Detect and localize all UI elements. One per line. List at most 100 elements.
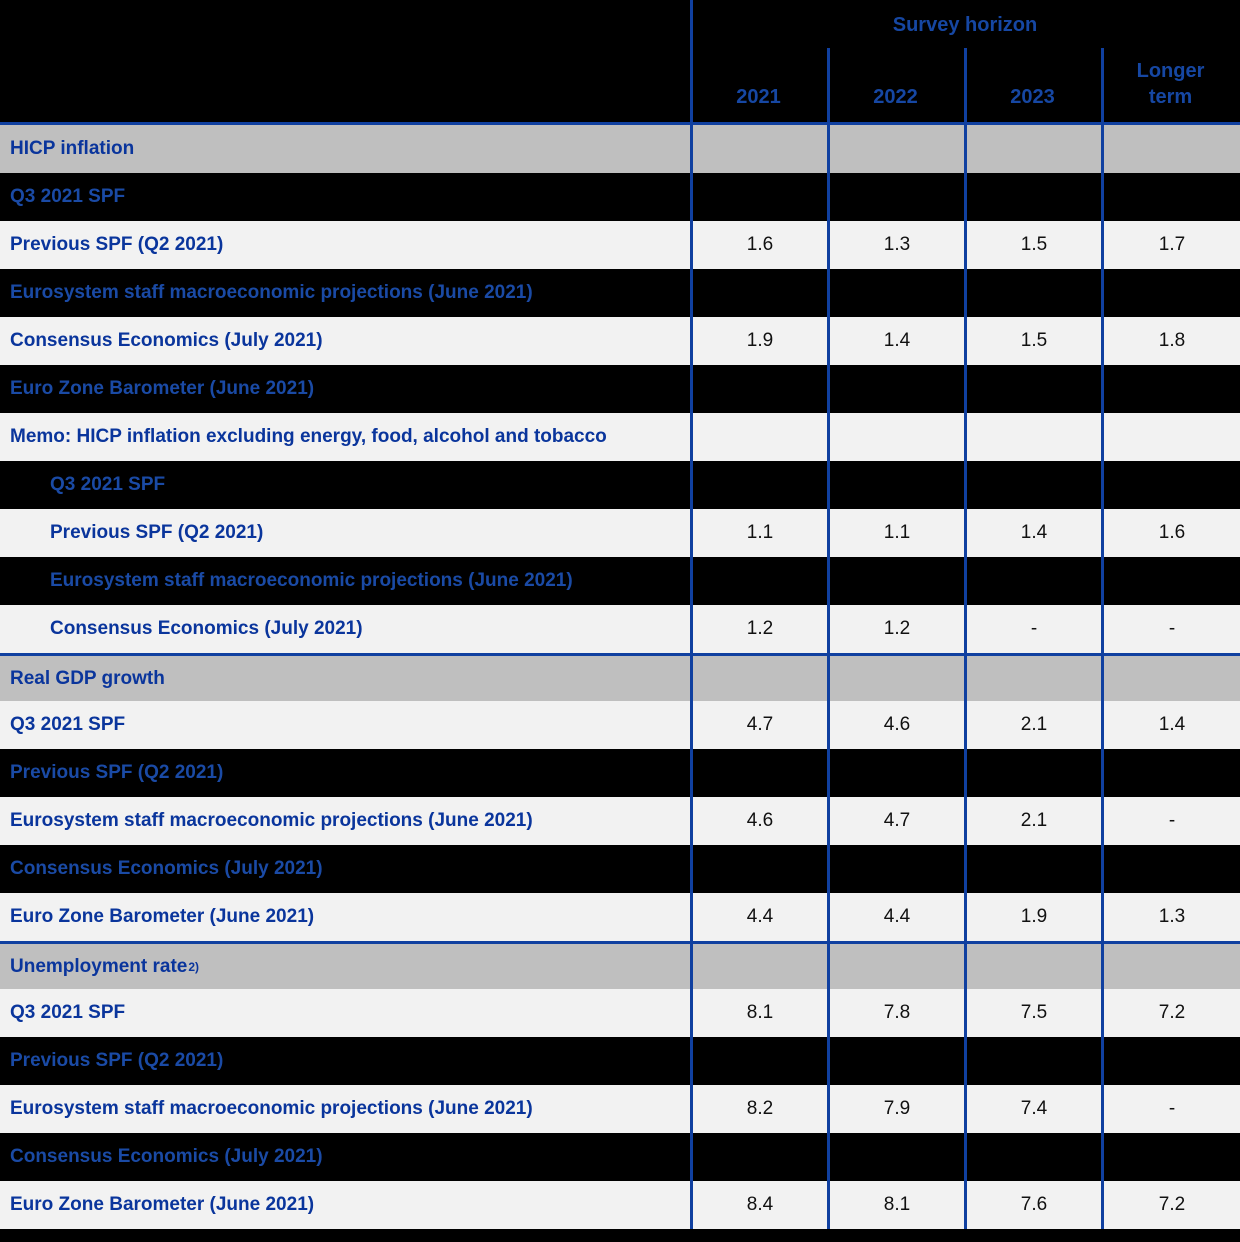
value-cell: [1101, 269, 1240, 317]
value-cell: -: [1101, 1085, 1240, 1133]
row-label: Q3 2021 SPF: [10, 1002, 126, 1023]
row-label: Q3 2021 SPF: [50, 474, 166, 495]
value-cell: [827, 656, 964, 701]
value-cell: 1.5: [964, 221, 1101, 269]
table-row: Previous SPF (Q2 2021): [0, 749, 1240, 797]
value-cell: [964, 125, 1101, 173]
value-cell: 8.2: [690, 1085, 827, 1133]
value-cell: 7.4: [964, 1085, 1101, 1133]
table-row: Previous SPF (Q2 2021) 1.6 1.3 1.5 1.7: [0, 221, 1240, 269]
value-cell: [1101, 461, 1240, 509]
row-label: Previous SPF (Q2 2021): [10, 762, 224, 783]
value-cell: [1101, 125, 1240, 173]
value-cell: [1101, 749, 1240, 797]
table-row: Euro Zone Barometer (June 2021) 8.4 8.1 7.6…: [0, 1181, 1240, 1229]
value-cell: 1.3: [1101, 893, 1240, 941]
value-cell: 1.2: [827, 605, 964, 653]
value-cell: [690, 461, 827, 509]
value-cell: [964, 413, 1101, 461]
value-cell: 1.9: [964, 893, 1101, 941]
value-cell: 1.3: [827, 221, 964, 269]
table-row: Previous SPF (Q2 2021) 1.1 1.1 1.4 1.6: [0, 509, 1240, 557]
value-cell: 1.2: [690, 605, 827, 653]
value-cell: [964, 749, 1101, 797]
section-label: HICP inflation: [10, 138, 135, 159]
value-cell: 2.1: [964, 797, 1101, 845]
value-cell: [964, 656, 1101, 701]
value-cell: 8.1: [690, 989, 827, 1037]
value-cell: [1101, 173, 1240, 221]
value-cell: 7.9: [827, 1085, 964, 1133]
value-cell: 4.7: [827, 797, 964, 845]
value-cell: [1101, 845, 1240, 893]
value-cell: [964, 461, 1101, 509]
value-cell: [827, 944, 964, 989]
value-cell: 1.6: [690, 221, 827, 269]
value-cell: [1101, 656, 1240, 701]
value-cell: 1.4: [964, 509, 1101, 557]
row-label: Consensus Economics (July 2021): [10, 330, 323, 351]
value-cell: 7.5: [964, 989, 1101, 1037]
value-cell: 1.6: [1101, 509, 1240, 557]
value-cell: 1.4: [827, 317, 964, 365]
column-header-2021: 2021: [736, 86, 781, 108]
value-cell: [690, 557, 827, 605]
table-row: Consensus Economics (July 2021) 1.2 1.2- -: [0, 605, 1240, 653]
value-cell: [690, 1037, 827, 1085]
row-label: Euro Zone Barometer (June 2021): [10, 378, 315, 399]
value-cell: [964, 944, 1101, 989]
row-label: Eurosystem staff macroeconomic projectio…: [10, 282, 533, 303]
value-cell: 4.6: [690, 797, 827, 845]
value-cell: [690, 125, 827, 173]
row-label: Q3 2021 SPF: [10, 714, 126, 735]
value-cell: -: [1101, 797, 1240, 845]
section-header-row: HICP inflation: [0, 125, 1240, 173]
row-label: Consensus Economics (July 2021): [10, 858, 323, 879]
value-cell: 7.2: [1101, 989, 1240, 1037]
value-cell: [964, 269, 1101, 317]
column-divider-line: [690, 0, 693, 125]
table-row: Eurosystem staff macroeconomic projectio…: [0, 1085, 1240, 1133]
value-cell: [1101, 944, 1240, 989]
value-cell: 4.4: [690, 893, 827, 941]
value-cell: 4.6: [827, 701, 964, 749]
value-cell: -: [1101, 605, 1240, 653]
column-header-2023: 2023: [1010, 86, 1055, 108]
table-row: Consensus Economics (July 2021) 1.9 1.4 1.5…: [0, 317, 1240, 365]
column-divider-line: [1101, 48, 1104, 125]
table-header: Survey horizon 2021 2022 2023 Longer ter…: [0, 0, 1240, 125]
table-row: Memo: HICP inflation excluding energy, f…: [0, 413, 1240, 461]
section-header-row: Real GDP growth: [0, 653, 1240, 701]
value-cell: [690, 749, 827, 797]
value-cell: [1101, 1037, 1240, 1085]
value-cell: [827, 269, 964, 317]
value-cell: [827, 1133, 964, 1181]
value-cell: -: [964, 605, 1101, 653]
column-divider-line: [827, 48, 830, 125]
value-cell: [827, 557, 964, 605]
table-row: Eurosystem staff macroeconomic projectio…: [0, 269, 1240, 317]
value-cell: 1.7: [1101, 221, 1240, 269]
value-cell: [690, 1133, 827, 1181]
value-cell: [690, 173, 827, 221]
column-header-row: 2021 2022 2023 Longer term: [690, 0, 1240, 122]
value-cell: [690, 845, 827, 893]
value-cell: [827, 125, 964, 173]
value-cell: 1.9: [690, 317, 827, 365]
value-cell: 7.6: [964, 1181, 1101, 1229]
table-row: Q3 2021 SPF: [0, 461, 1240, 509]
section-label: Real GDP growth: [10, 667, 165, 689]
value-cell: [827, 749, 964, 797]
value-cell: [827, 413, 964, 461]
value-cell: 2.1: [964, 701, 1101, 749]
value-cell: [690, 413, 827, 461]
value-cell: 1.5: [964, 317, 1101, 365]
row-label: Previous SPF (Q2 2021): [10, 234, 224, 255]
value-cell: 1.8: [1101, 317, 1240, 365]
value-cell: [964, 1133, 1101, 1181]
table-row: Q3 2021 SPF 8.1 7.8 7.5 7.2: [0, 989, 1240, 1037]
value-cell: [827, 461, 964, 509]
value-cell: 1.4: [1101, 701, 1240, 749]
row-label: Q3 2021 SPF: [10, 186, 126, 207]
value-cell: 7.8: [827, 989, 964, 1037]
